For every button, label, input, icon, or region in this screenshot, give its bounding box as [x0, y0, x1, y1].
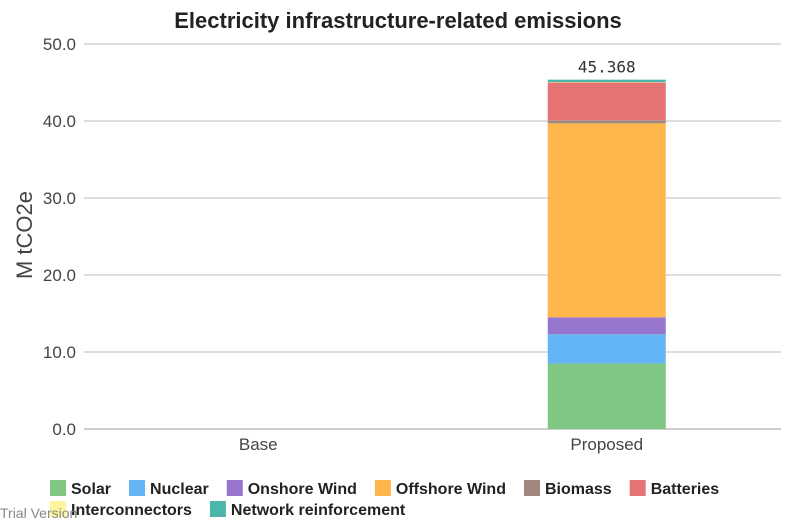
legend-label: Solar [71, 481, 111, 498]
trial-version-watermark: Trial Version [0, 505, 78, 521]
legend-swatch [50, 501, 66, 517]
legend: Solar Nuclear Onshore Wind Offshore Wind Bio… [50, 480, 719, 519]
y-tick-label: 10.0 [43, 343, 76, 362]
chart-title: Electricity infrastructure-related emiss… [174, 8, 622, 33]
gridlines [84, 43, 781, 430]
bar-total-label: 45.368 [578, 58, 636, 77]
bar-segment-onshore-wind [547, 317, 666, 335]
legend-label: Nuclear [150, 481, 209, 498]
legend-swatch [374, 480, 391, 496]
y-tick-label: 20.0 [43, 266, 76, 285]
y-tick-label: 0.0 [52, 420, 76, 439]
bar-segment-solar [547, 363, 666, 429]
y-tick-label: 30.0 [43, 189, 76, 208]
y-axis-title: M tCO2e [12, 191, 37, 279]
bar-segment-nuclear [547, 334, 666, 364]
legend-label: Interconnectors [71, 502, 192, 519]
x-tick-label: Base [239, 435, 278, 454]
legend-label: Offshore Wind [396, 481, 506, 498]
labels: 0.0 10.0 20.0 30.0 40.0 50.0 Base Proposed 45.36… [43, 35, 643, 454]
legend-label: Batteries [651, 481, 720, 498]
bar-segment-interconnectors [547, 82, 666, 83]
legend-swatch [226, 480, 243, 496]
legend-label: Biomass [545, 481, 612, 498]
bar-segment-offshore-wind [547, 123, 666, 318]
legend-swatch [129, 480, 146, 496]
legend-swatch [50, 480, 66, 496]
legend-label: Network reinforcement [231, 502, 406, 519]
x-tick-label: Proposed [570, 435, 643, 454]
y-tick-label: 40.0 [43, 112, 76, 131]
legend-swatch [629, 480, 646, 496]
bar-segment-network-reinforcement [547, 79, 666, 83]
legend-swatch [209, 501, 226, 517]
bars [547, 79, 666, 429]
bar-segment-batteries [547, 82, 666, 121]
bar-segment-biomass [547, 120, 666, 124]
legend-swatch [523, 480, 540, 496]
y-tick-label: 50.0 [43, 35, 76, 54]
legend-label: Onshore Wind [248, 481, 357, 498]
